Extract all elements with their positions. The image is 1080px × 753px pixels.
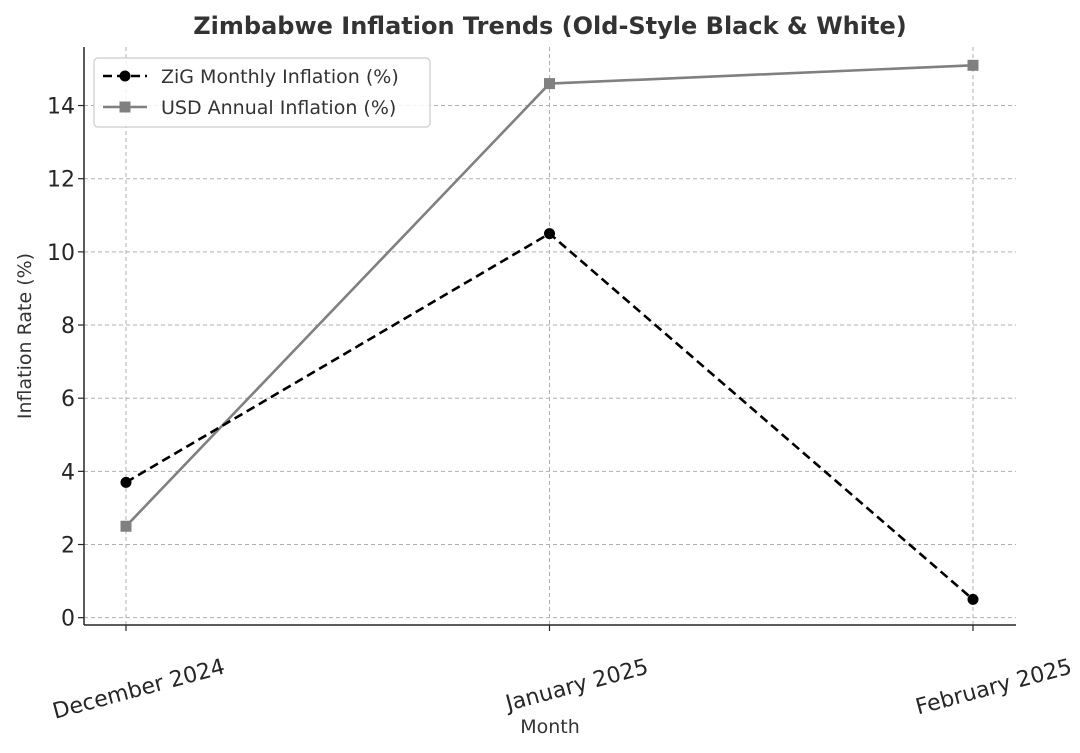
chart-title: Zimbabwe Inflation Trends (Old-Style Bla… bbox=[193, 12, 906, 40]
legend: ZiG Monthly Inflation (%) USD Annual Infl… bbox=[93, 57, 431, 128]
x-axis-label: Month bbox=[520, 716, 580, 738]
data-point-usd bbox=[967, 59, 979, 71]
tick-labels: 0 2 4 6 8 10 12 14 December 2024 January 2025 Febr… bbox=[47, 95, 1075, 725]
legend-label-usd: USD Annual Inflation (%) bbox=[161, 97, 396, 119]
legend-box bbox=[93, 57, 431, 128]
x-tick-label: December 2024 bbox=[50, 655, 228, 725]
axes bbox=[78, 47, 1016, 631]
x-tick-label: January 2025 bbox=[501, 655, 651, 718]
legend-marker-zig bbox=[119, 70, 131, 82]
data-point-usd bbox=[544, 78, 555, 90]
data-point-zig bbox=[967, 593, 979, 605]
y-tick-label: 2 bbox=[61, 534, 75, 559]
data-point-zig bbox=[120, 476, 132, 488]
series-layer bbox=[120, 59, 979, 605]
data-point-usd bbox=[120, 520, 132, 532]
x-tick-label: February 2025 bbox=[913, 655, 1074, 721]
y-tick-label: 14 bbox=[47, 95, 75, 120]
data-point-zig bbox=[544, 228, 555, 240]
grid bbox=[84, 47, 1016, 625]
y-tick-label: 6 bbox=[61, 387, 75, 412]
y-axis-label: Inflation Rate (%) bbox=[14, 253, 36, 419]
y-tick-label: 4 bbox=[61, 460, 75, 485]
legend-label-zig: ZiG Monthly Inflation (%) bbox=[161, 66, 399, 88]
y-tick-label: 12 bbox=[47, 168, 75, 193]
y-tick-label: 0 bbox=[61, 607, 75, 632]
y-tick-label: 10 bbox=[47, 241, 75, 266]
y-tick-label: 8 bbox=[61, 314, 75, 339]
legend-marker-usd bbox=[119, 101, 131, 113]
